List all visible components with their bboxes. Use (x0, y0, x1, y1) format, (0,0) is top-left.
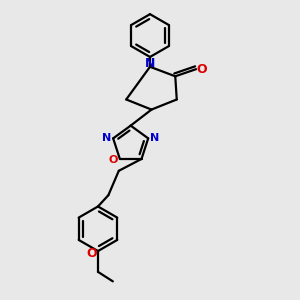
Text: O: O (196, 63, 207, 76)
Text: N: N (145, 57, 155, 70)
Text: O: O (109, 154, 118, 165)
Text: N: N (102, 133, 111, 143)
Text: O: O (86, 247, 97, 260)
Text: N: N (150, 133, 159, 143)
